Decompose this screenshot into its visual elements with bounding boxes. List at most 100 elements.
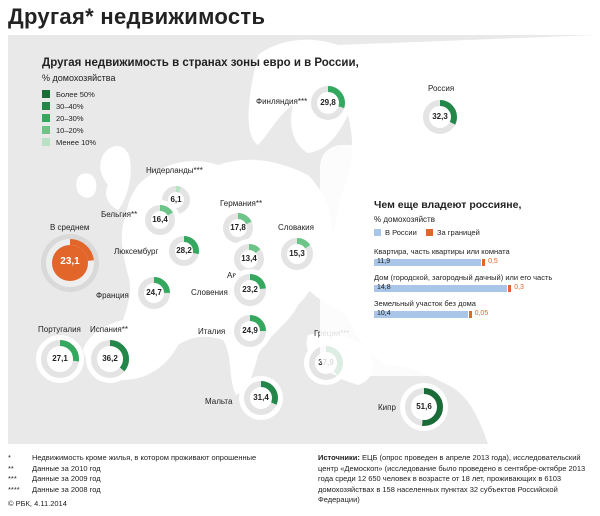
panel-value-abroad: 0,5	[488, 258, 498, 265]
footnote: * Недвижимость кроме жилья, в котором про…	[8, 453, 256, 464]
country-donut	[164, 231, 204, 271]
country-label: В среднем	[50, 223, 90, 232]
map-title: Другая недвижимость в странах зоны евро …	[42, 57, 359, 69]
panel-bar-abroad	[468, 311, 472, 318]
country-donut	[229, 269, 271, 311]
panel-bar-russia	[374, 285, 508, 292]
country-donut	[229, 310, 271, 352]
country-label: Испания**	[90, 325, 128, 334]
country-donut	[86, 335, 134, 383]
country-donut	[36, 335, 84, 383]
panel-bar-russia	[374, 311, 468, 318]
donut-arc	[223, 213, 253, 243]
sources-text: ЕЦБ (опрос проведен в апреле 2013 года),…	[318, 453, 586, 504]
panel-bar-abroad	[508, 285, 512, 292]
russians-ownership-panel: Чем еще владеют россияне, % домохозяйств…	[360, 185, 552, 336]
sources: Источники: ЕЦБ (опрос проведен в апреле …	[318, 453, 594, 506]
legend-item: Более 50%	[42, 88, 96, 100]
country-value: 16,4	[152, 215, 168, 224]
legend-swatch	[42, 114, 50, 122]
country-value: 37,9	[318, 358, 334, 367]
country-label: Словения	[191, 288, 228, 297]
country-label: Словакия	[278, 223, 314, 232]
country-donut	[306, 81, 350, 125]
panel-value-russia: 11,9	[377, 258, 391, 265]
country-label: Люксембург	[114, 247, 159, 256]
country-donut	[239, 376, 283, 420]
footnote-text: Данные за 2008 год	[32, 484, 101, 494]
country-value: 17,8	[230, 223, 246, 232]
panel-row-label: Земельный участок без дома	[374, 299, 476, 308]
footnote-mark: ***	[8, 474, 17, 483]
legend-swatch	[42, 102, 50, 110]
donut-arc	[234, 315, 266, 347]
country-donut	[140, 200, 180, 240]
country-value: 32,3	[432, 112, 448, 121]
panel-bar-russia	[374, 259, 482, 266]
donut-arc	[46, 239, 94, 287]
footnote: ** Данные за 2010 год	[8, 464, 256, 475]
donut-arc	[169, 236, 199, 266]
country-label: Португалия	[38, 325, 81, 334]
country-value: 29,8	[320, 98, 336, 107]
panel-value-abroad: 0,05	[474, 310, 489, 317]
country-value: 13,4	[241, 254, 257, 263]
panel-value-russia: 10,4	[377, 310, 391, 317]
panel-value-russia: 14,8	[377, 284, 391, 291]
legend-label: Более 50%	[56, 89, 95, 99]
country-value: 6,1	[170, 195, 182, 204]
legend-abroad-label: За границей	[437, 228, 480, 237]
country-label: Франция	[96, 291, 129, 300]
legend-russia-label: В России	[385, 228, 417, 237]
legend-item: Менее 10%	[42, 136, 96, 148]
country-label: Германия**	[220, 199, 263, 208]
donut-arc	[138, 277, 170, 309]
legend-swatch-russia	[374, 229, 381, 236]
legend-swatch	[42, 126, 50, 134]
country-value: 15,3	[289, 249, 305, 258]
country-label: Нидерланды***	[146, 166, 203, 175]
country-donut	[276, 233, 318, 275]
country-donut	[218, 208, 258, 248]
footnotes: * Недвижимость кроме жилья, в котором про…	[8, 453, 256, 495]
donut-arc	[244, 381, 278, 415]
legend-item: 20–30%	[42, 112, 96, 124]
country-value: 51,6	[416, 402, 432, 411]
footnote: *** Данные за 2009 год	[8, 474, 256, 485]
legend-abroad: За границей	[426, 228, 480, 237]
map-subtitle: % домохозяйства	[42, 73, 116, 83]
country-value: 36,2	[102, 354, 118, 363]
legend-label: 20–30%	[56, 113, 84, 123]
footnote: **** Данные за 2008 год	[8, 485, 256, 496]
country-value: 23,2	[242, 285, 258, 294]
panel-row-label: Квартира, часть квартиры или комната	[374, 247, 510, 256]
donut-arc	[281, 238, 313, 270]
legend-item: 10–20%	[42, 124, 96, 136]
sources-label: Источники:	[318, 453, 360, 462]
country-value: 24,7	[146, 288, 162, 297]
country-value: 28,2	[176, 246, 192, 255]
legend-russia: В России	[374, 228, 417, 237]
donut-arc	[41, 340, 79, 378]
footnote-text: Недвижимость кроме жилья, в котором прож…	[32, 453, 257, 462]
country-label: Бельгия**	[101, 210, 138, 219]
panel-bar-abroad	[482, 259, 486, 266]
legend-label: 10–20%	[56, 125, 84, 135]
footnote-mark: **	[8, 463, 14, 473]
footnote-mark: *	[8, 453, 11, 462]
country-donut	[400, 383, 448, 431]
country-donut	[418, 95, 462, 139]
country-value: 23,1	[60, 256, 80, 267]
legend-swatch	[42, 138, 50, 146]
donut-arc	[309, 346, 343, 380]
country-value: 24,9	[242, 326, 258, 335]
country-value: 27,1	[52, 354, 68, 363]
country-donut	[133, 272, 175, 314]
footnote-mark: ****	[8, 484, 20, 494]
page-title: Другая* недвижимость	[8, 4, 266, 29]
country-value: 31,4	[253, 393, 269, 402]
footnote-text: Данные за 2009 год	[32, 474, 101, 483]
donut-arc	[234, 274, 266, 306]
donut-arc	[234, 244, 264, 274]
country-label: Финляндия***	[256, 97, 308, 106]
